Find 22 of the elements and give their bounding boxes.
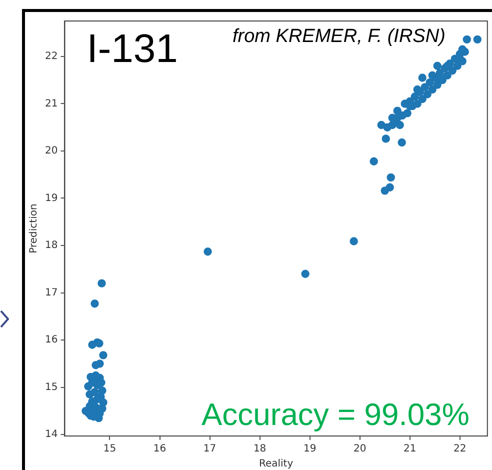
y-tick-label: 18 — [44, 240, 58, 252]
x-tick-label: 21 — [404, 444, 416, 455]
y-tick-label: 17 — [44, 287, 58, 298]
annotation: Accuracy = 99.03% — [201, 397, 470, 432]
y-tick-label: 14 — [44, 429, 58, 440]
y-axis-title: Prediction — [28, 204, 40, 254]
y-tick-label: 15 — [44, 382, 58, 393]
x-tick-label: 15 — [103, 444, 116, 455]
y-tick-label: 21 — [44, 98, 58, 110]
x-tick-label: 17 — [203, 444, 216, 455]
x-tick-label: 19 — [303, 444, 316, 455]
y-tick-label: 16 — [44, 334, 58, 346]
chart-title: I-131 — [86, 27, 178, 72]
x-tick-label: 18 — [253, 444, 266, 455]
x-tick-label: 16 — [153, 444, 166, 455]
y-tick-label: 19 — [44, 192, 58, 204]
y-tick-label: 20 — [44, 146, 58, 157]
x-tick-label: 22 — [454, 444, 466, 455]
x-axis-title: Reality — [258, 458, 294, 470]
y-tick-label: 22 — [44, 51, 58, 62]
chart-subtitle: from KREMER, F. (IRSN) — [232, 26, 446, 47]
x-tick-label: 20 — [353, 444, 366, 455]
